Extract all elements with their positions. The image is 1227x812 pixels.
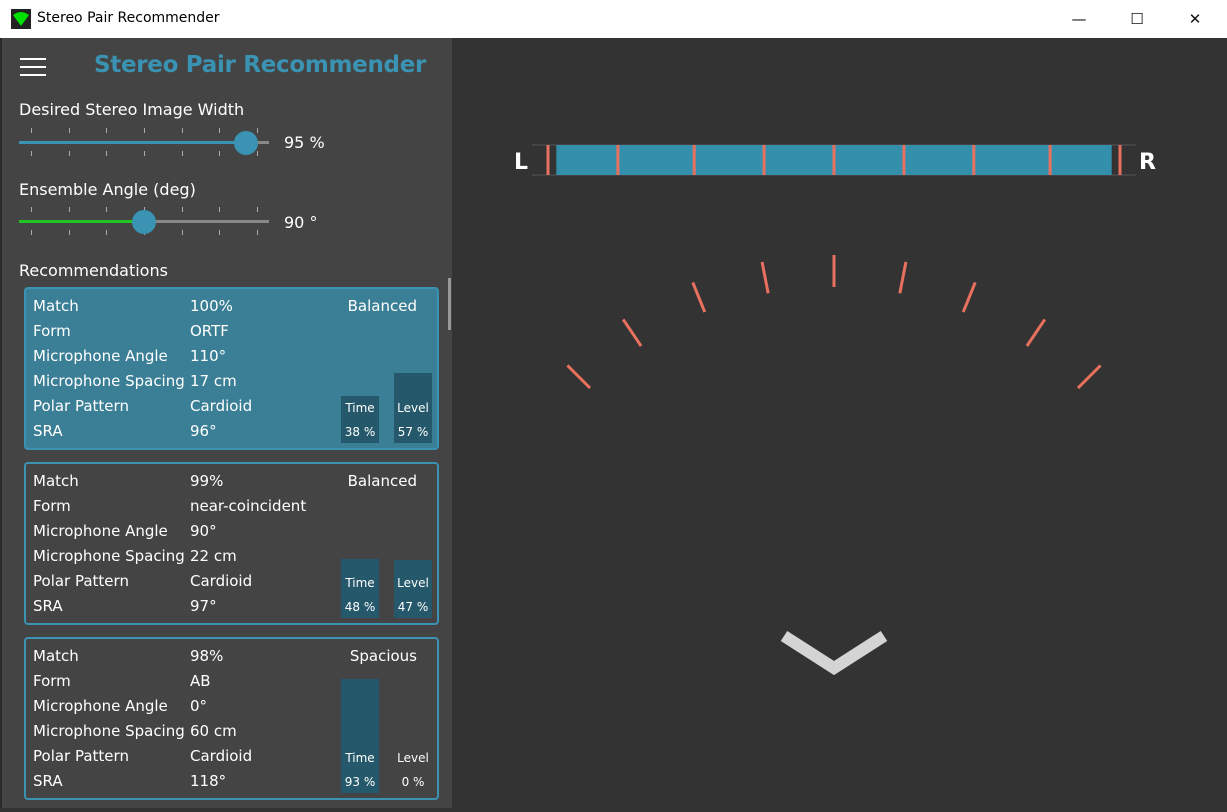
row-value: 99% [190, 472, 224, 490]
row-value: Cardioid [190, 397, 253, 415]
row-label: Microphone Angle [33, 347, 168, 365]
row-label: Microphone Angle [33, 522, 168, 540]
window-title: Stereo Pair Recommender [37, 10, 220, 26]
time-label: Time [345, 401, 375, 415]
recommendation-card[interactable]: Match 100% Form ORTF Microphone Angle 110° Mic… [24, 287, 439, 450]
angle-slider-value: 90 ° [284, 213, 318, 232]
row-value: Cardioid [190, 747, 253, 765]
row-label: Polar Pattern [33, 397, 129, 415]
source-tick [566, 364, 592, 390]
level-bar: Level 0 % [394, 668, 432, 793]
source-tick [691, 281, 707, 313]
row-label: SRA [33, 422, 63, 440]
time-value: 38 % [344, 425, 376, 439]
width-slider-label: Desired Stereo Image Width [19, 100, 245, 119]
minimize-button[interactable]: — [1071, 10, 1087, 28]
level-value: 47 % [397, 600, 429, 614]
row-value: 22 cm [190, 547, 237, 565]
level-label: Level [397, 576, 429, 590]
app-icon [11, 9, 31, 29]
character-badge: Balanced [347, 472, 417, 490]
slider-thumb[interactable] [234, 131, 258, 155]
character-badge: Balanced [347, 297, 417, 315]
row-label: Microphone Angle [33, 697, 168, 715]
app-title: Stereo Pair Recommender [94, 52, 427, 78]
row-label: Polar Pattern [33, 572, 129, 590]
sidebar: Stereo Pair Recommender Desired Stereo I… [0, 38, 452, 808]
width-slider-value: 95 % [284, 133, 325, 152]
time-value: 48 % [344, 600, 376, 614]
recommendation-card[interactable]: Match 98% Form AB Microphone Angle 0° Micropho… [24, 637, 439, 800]
level-label: Level [397, 401, 429, 415]
left-label: L [514, 150, 529, 175]
row-label: Form [33, 497, 71, 515]
row-value: 0° [190, 697, 208, 715]
level-bar: Level 57 % [394, 318, 432, 443]
time-bar: Time 48 % [341, 493, 379, 618]
level-bar: Level 47 % [394, 493, 432, 618]
time-bar: Time 38 % [341, 318, 379, 443]
close-button[interactable]: ✕ [1188, 10, 1202, 28]
time-label: Time [345, 751, 375, 765]
level-value: 57 % [397, 425, 429, 439]
row-value: 97° [190, 597, 217, 615]
source-tick [898, 261, 908, 294]
character-badge: Spacious [349, 647, 417, 665]
microphone-chevron-icon [780, 630, 888, 676]
recommendation-card[interactable]: Match 99% Form near-coincident Microphone An… [24, 462, 439, 625]
level-label: Level [397, 751, 429, 765]
source-tick [621, 318, 643, 347]
source-tick [1076, 364, 1102, 390]
title-bar: Stereo Pair Recommender — ☐ ✕ [0, 0, 1227, 38]
row-label: Form [33, 672, 71, 690]
source-tick [1025, 318, 1047, 347]
row-label: Match [33, 647, 79, 665]
row-value: 96° [190, 422, 217, 440]
row-value: AB [190, 672, 211, 690]
row-value: 98% [190, 647, 224, 665]
source-tick [961, 281, 977, 313]
row-label: Match [33, 297, 79, 315]
row-value: 118° [190, 772, 227, 790]
row-label: Microphone Spacing [33, 547, 185, 565]
row-value: Cardioid [190, 572, 253, 590]
row-value: 100% [190, 297, 233, 315]
row-value: 90° [190, 522, 217, 540]
row-label: SRA [33, 597, 63, 615]
time-label: Time [345, 576, 375, 590]
width-slider[interactable] [19, 127, 269, 157]
row-value: ORTF [190, 322, 229, 340]
row-label: SRA [33, 772, 63, 790]
row-value: 60 cm [190, 722, 237, 740]
maximize-button[interactable]: ☐ [1130, 10, 1144, 28]
row-label: Form [33, 322, 71, 340]
row-value: 17 cm [190, 372, 237, 390]
right-label: R [1139, 150, 1156, 175]
row-value: near-coincident [190, 497, 307, 515]
ensemble-angle-slider[interactable] [19, 206, 269, 236]
slider-thumb[interactable] [132, 210, 156, 234]
row-value: 110° [190, 347, 227, 365]
row-label: Microphone Spacing [33, 372, 185, 390]
stage-view: L R [452, 38, 1227, 808]
time-bar: Time 93 % [341, 668, 379, 793]
hamburger-menu-icon[interactable] [20, 58, 46, 76]
level-value: 0 % [401, 775, 425, 789]
time-value: 93 % [344, 775, 376, 789]
row-label: Polar Pattern [33, 747, 129, 765]
row-label: Microphone Spacing [33, 722, 185, 740]
angle-slider-label: Ensemble Angle (deg) [19, 180, 196, 199]
recommendations-heading: Recommendations [19, 261, 168, 280]
stage-diagram [532, 144, 1136, 676]
row-label: Match [33, 472, 79, 490]
scrollbar[interactable] [448, 278, 451, 330]
source-tick [760, 261, 770, 294]
